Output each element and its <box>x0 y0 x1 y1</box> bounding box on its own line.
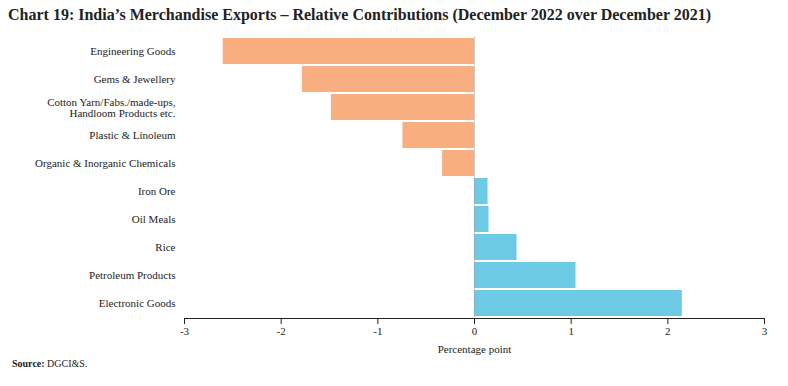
svg-text:Percentage point: Percentage point <box>438 343 512 355</box>
svg-text:Organic & Inorganic Chemicals: Organic & Inorganic Chemicals <box>35 157 175 169</box>
svg-text:Rice: Rice <box>155 241 175 253</box>
svg-text:Oil Meals: Oil Meals <box>132 213 176 225</box>
svg-text:2: 2 <box>665 325 671 337</box>
svg-text:Cotton Yarn/Fabs./made-ups,Han: Cotton Yarn/Fabs./made-ups,Handloom Prod… <box>47 96 176 119</box>
svg-text:-3: -3 <box>180 325 190 337</box>
svg-text:1: 1 <box>568 325 574 337</box>
svg-text:3: 3 <box>762 325 768 337</box>
svg-text:Engineering Goods: Engineering Goods <box>90 45 175 57</box>
svg-text:Gems & Jewellery: Gems & Jewellery <box>94 73 176 85</box>
html-text:Chart 19: India’s Merchandise: Chart 19: India’s Merchandise Exports – … <box>8 6 711 23</box>
svg-text:Plastic & Linoleum: Plastic & Linoleum <box>89 129 176 141</box>
svg-text:-2: -2 <box>277 325 286 337</box>
svg-text:-1: -1 <box>373 325 382 337</box>
svg-text:Electronic Goods: Electronic Goods <box>99 297 176 309</box>
svg-text:0: 0 <box>472 325 478 337</box>
svg-text:Iron Ore: Iron Ore <box>138 185 176 197</box>
html-text:Source: DGCI&S.: Source: DGCI&S. <box>12 358 88 369</box>
svg-text:Petroleum Products: Petroleum Products <box>89 269 175 281</box>
